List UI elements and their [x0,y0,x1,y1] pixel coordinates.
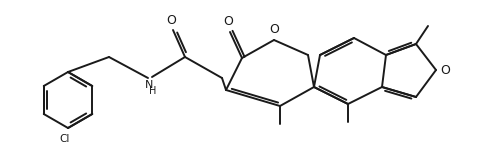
Text: O: O [166,14,176,27]
Text: O: O [223,15,233,28]
Text: N: N [145,80,153,90]
Text: O: O [440,64,450,76]
Text: H: H [149,86,157,96]
Text: Cl: Cl [60,134,70,144]
Text: O: O [269,23,279,36]
